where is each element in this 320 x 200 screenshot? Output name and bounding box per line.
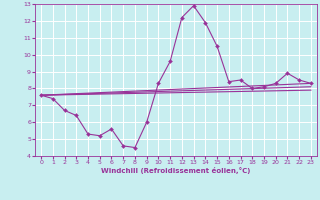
X-axis label: Windchill (Refroidissement éolien,°C): Windchill (Refroidissement éolien,°C) [101,167,251,174]
